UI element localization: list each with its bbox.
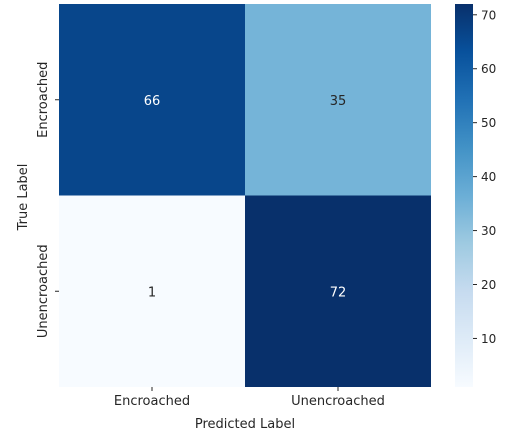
heatmap-cell-value: 66 bbox=[144, 94, 161, 109]
colorbar-tick-label: 50 bbox=[481, 116, 496, 130]
axes: Encroached Unencroached Encroached Unencroa… bbox=[36, 62, 385, 409]
heatmap-cell-value: 72 bbox=[330, 285, 347, 300]
x-axis-label: Predicted Label bbox=[195, 417, 295, 432]
heatmap-cell bbox=[59, 195, 245, 387]
heatmap-cells bbox=[59, 4, 431, 387]
heatmap-cell bbox=[245, 4, 431, 196]
colorbar-gradient bbox=[455, 4, 473, 387]
x-tick-label: Unencroached bbox=[291, 394, 385, 409]
heatmap-cell-labels: 66 35 1 72 bbox=[144, 94, 347, 301]
colorbar-tick-label: 30 bbox=[481, 224, 496, 238]
heatmap-cell bbox=[59, 4, 245, 196]
heatmap-cell-value: 1 bbox=[148, 285, 156, 300]
y-tick-label: Encroached bbox=[36, 62, 51, 138]
y-axis-label: True Label bbox=[16, 164, 31, 232]
colorbar-tick-label: 40 bbox=[481, 170, 496, 184]
colorbar-tick-label: 60 bbox=[481, 62, 496, 76]
colorbar: 10 20 30 40 50 60 70 bbox=[455, 4, 496, 387]
x-tick-label: Encroached bbox=[114, 394, 190, 409]
colorbar-tick-label: 70 bbox=[481, 8, 496, 22]
colorbar-tick-label: 20 bbox=[481, 278, 496, 292]
y-tick-label: Unencroached bbox=[36, 244, 51, 338]
heatmap-cell bbox=[245, 195, 431, 387]
colorbar-tick-label: 10 bbox=[481, 332, 496, 346]
heatmap-cell-value: 35 bbox=[330, 94, 347, 109]
